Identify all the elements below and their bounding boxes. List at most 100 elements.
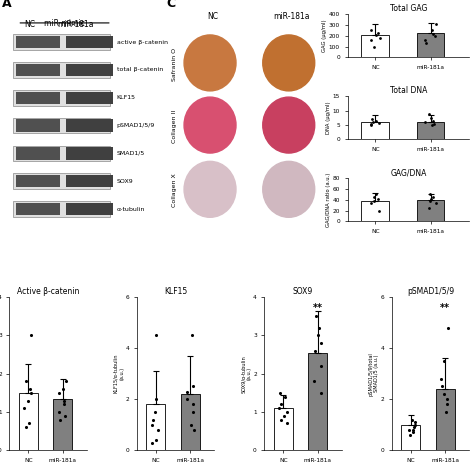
Point xyxy=(55,389,63,397)
Point xyxy=(373,31,380,38)
Text: α-tubulin: α-tubulin xyxy=(117,207,145,211)
Point xyxy=(152,332,159,339)
Point xyxy=(426,204,433,212)
Title: SOX9: SOX9 xyxy=(293,287,313,296)
Point xyxy=(408,416,416,423)
Point xyxy=(422,39,429,47)
Bar xyxy=(436,389,455,450)
Point xyxy=(189,383,197,390)
Point xyxy=(410,424,417,431)
FancyBboxPatch shape xyxy=(16,91,60,104)
Ellipse shape xyxy=(263,97,315,153)
Point xyxy=(438,375,445,383)
Point xyxy=(429,117,437,125)
Y-axis label: DNA (μg/ml): DNA (μg/ml) xyxy=(326,101,331,134)
Point xyxy=(314,332,322,339)
Point xyxy=(426,191,434,198)
Point xyxy=(367,121,375,129)
Point xyxy=(432,199,439,206)
Bar xyxy=(181,394,200,450)
Bar xyxy=(362,35,389,57)
Title: Total DNA: Total DNA xyxy=(390,86,427,95)
Point xyxy=(183,388,191,395)
Point xyxy=(426,109,433,117)
Title: KLF15: KLF15 xyxy=(164,287,187,296)
Point xyxy=(376,34,384,42)
FancyBboxPatch shape xyxy=(16,203,60,215)
Y-axis label: SOX9/α-tubulin
(a.u.): SOX9/α-tubulin (a.u.) xyxy=(241,355,252,392)
Point xyxy=(369,116,376,123)
Point xyxy=(428,121,436,129)
Point xyxy=(154,426,162,434)
Text: Safranin O: Safranin O xyxy=(172,47,177,81)
Ellipse shape xyxy=(263,161,315,217)
Point xyxy=(368,36,375,44)
FancyBboxPatch shape xyxy=(66,119,113,132)
Text: SOX9: SOX9 xyxy=(117,179,133,184)
Text: Collagen X: Collagen X xyxy=(172,173,177,207)
Bar xyxy=(417,121,445,139)
Point xyxy=(443,401,450,408)
Point xyxy=(26,419,33,427)
Text: KLF15: KLF15 xyxy=(117,95,136,100)
Point xyxy=(62,412,69,419)
FancyBboxPatch shape xyxy=(66,203,113,215)
Text: Collagen II: Collagen II xyxy=(172,109,177,143)
Point xyxy=(283,408,291,416)
FancyBboxPatch shape xyxy=(66,36,113,48)
Y-axis label: GAG (μg/ml): GAG (μg/ml) xyxy=(322,19,328,52)
FancyBboxPatch shape xyxy=(13,90,110,106)
Text: **: ** xyxy=(313,303,323,313)
Bar xyxy=(362,122,389,139)
Point xyxy=(429,30,437,37)
FancyBboxPatch shape xyxy=(13,201,110,217)
FancyBboxPatch shape xyxy=(66,175,113,187)
FancyBboxPatch shape xyxy=(13,173,110,189)
Y-axis label: GAG/DNA ratio (a.u.): GAG/DNA ratio (a.u.) xyxy=(326,173,331,227)
Ellipse shape xyxy=(263,35,315,91)
FancyBboxPatch shape xyxy=(13,62,110,78)
Bar xyxy=(417,201,445,221)
Bar xyxy=(308,353,327,450)
Point xyxy=(183,395,191,403)
Point xyxy=(407,431,414,439)
Point xyxy=(315,324,322,331)
Bar xyxy=(19,393,38,450)
Point xyxy=(312,312,320,320)
Point xyxy=(426,197,433,205)
Point xyxy=(427,114,435,122)
FancyBboxPatch shape xyxy=(66,147,113,160)
Point xyxy=(374,29,382,36)
Point xyxy=(410,428,417,436)
Point xyxy=(438,383,446,390)
Point xyxy=(278,401,285,408)
Point xyxy=(21,404,28,412)
Point xyxy=(375,119,383,127)
Title: pSMAD1/5/9: pSMAD1/5/9 xyxy=(407,287,454,296)
Point xyxy=(370,43,378,50)
Point xyxy=(411,419,419,426)
Point xyxy=(429,193,437,201)
Point xyxy=(405,426,412,434)
FancyBboxPatch shape xyxy=(16,147,60,160)
Point xyxy=(152,436,160,444)
Point xyxy=(148,421,155,428)
FancyBboxPatch shape xyxy=(16,64,60,76)
Point xyxy=(282,393,289,401)
Point xyxy=(443,408,450,416)
Point xyxy=(411,421,419,428)
Point xyxy=(22,424,30,431)
Point xyxy=(432,20,439,27)
Point xyxy=(444,324,452,331)
Point xyxy=(430,120,438,128)
Point xyxy=(55,408,63,416)
Point xyxy=(421,36,429,44)
Point xyxy=(188,421,195,428)
Text: C: C xyxy=(166,0,175,10)
Point xyxy=(318,389,325,397)
Ellipse shape xyxy=(184,97,236,153)
Point xyxy=(27,389,35,397)
Ellipse shape xyxy=(184,35,236,91)
Point xyxy=(368,27,375,34)
Point xyxy=(421,118,429,126)
